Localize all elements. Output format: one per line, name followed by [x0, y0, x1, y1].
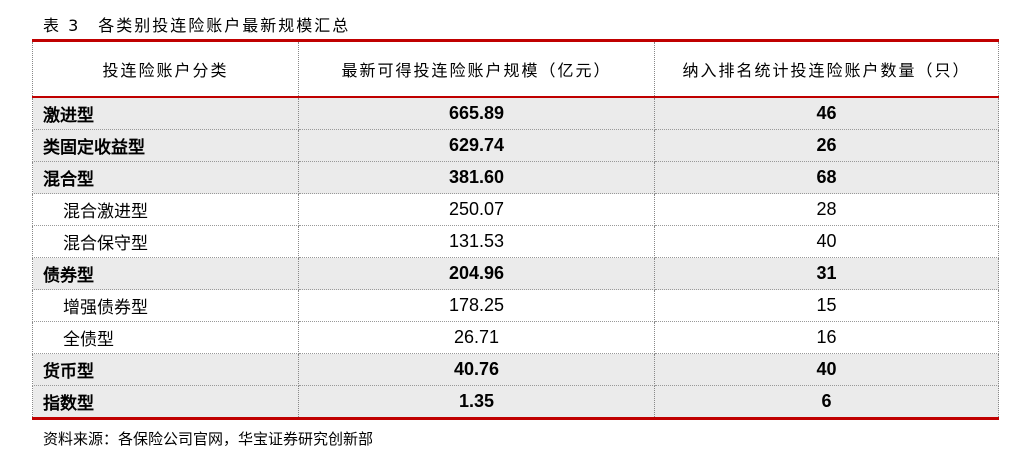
- count-cell: 15: [654, 289, 999, 322]
- table-row: 混合激进型 250.07 28: [32, 193, 999, 226]
- size-cell: 26.71: [298, 321, 655, 354]
- count-cell: 40: [654, 353, 999, 386]
- count-cell: 26: [654, 129, 999, 162]
- size-cell: 204.96: [298, 257, 655, 290]
- size-cell: 250.07: [298, 193, 655, 226]
- category-cell: 货币型: [32, 353, 299, 386]
- account-size-table: 投连险账户分类 最新可得投连险账户规模（亿元） 纳入排名统计投连险账户数量（只）…: [32, 39, 999, 420]
- size-cell: 40.76: [298, 353, 655, 386]
- header-size: 最新可得投连险账户规模（亿元）: [298, 40, 655, 98]
- table-row: 债券型 204.96 31: [32, 257, 999, 290]
- count-cell: 68: [654, 161, 999, 194]
- count-cell: 6: [654, 385, 999, 419]
- table-row: 激进型 665.89 46: [32, 97, 999, 130]
- header-count: 纳入排名统计投连险账户数量（只）: [654, 40, 999, 98]
- size-cell: 178.25: [298, 289, 655, 322]
- count-cell: 40: [654, 225, 999, 258]
- table-row: 混合型 381.60 68: [32, 161, 999, 194]
- category-cell: 类固定收益型: [32, 129, 299, 162]
- header-category: 投连险账户分类: [32, 40, 299, 98]
- category-cell: 混合保守型: [32, 225, 299, 258]
- size-cell: 665.89: [298, 97, 655, 130]
- category-cell: 增强债券型: [32, 289, 299, 322]
- count-cell: 31: [654, 257, 999, 290]
- source-note: 资料来源：各保险公司官网，华宝证券研究创新部: [43, 430, 374, 448]
- header-row: 投连险账户分类 最新可得投连险账户规模（亿元） 纳入排名统计投连险账户数量（只）: [32, 40, 999, 98]
- category-cell: 指数型: [32, 385, 299, 419]
- table-row: 类固定收益型 629.74 26: [32, 129, 999, 162]
- table-row: 指数型 1.35 6: [32, 385, 999, 419]
- size-cell: 131.53: [298, 225, 655, 258]
- category-cell: 混合激进型: [32, 193, 299, 226]
- table-title: 表 3 各类别投连险账户最新规模汇总: [43, 16, 351, 35]
- category-cell: 混合型: [32, 161, 299, 194]
- size-cell: 381.60: [298, 161, 655, 194]
- category-cell: 债券型: [32, 257, 299, 290]
- count-cell: 16: [654, 321, 999, 354]
- size-cell: 1.35: [298, 385, 655, 419]
- table-row: 全债型 26.71 16: [32, 321, 999, 354]
- count-cell: 28: [654, 193, 999, 226]
- table-row: 货币型 40.76 40: [32, 353, 999, 386]
- table-row: 混合保守型 131.53 40: [32, 225, 999, 258]
- count-cell: 46: [654, 97, 999, 130]
- category-cell: 激进型: [32, 97, 299, 130]
- size-cell: 629.74: [298, 129, 655, 162]
- table-row: 增强债券型 178.25 15: [32, 289, 999, 322]
- category-cell: 全债型: [32, 321, 299, 354]
